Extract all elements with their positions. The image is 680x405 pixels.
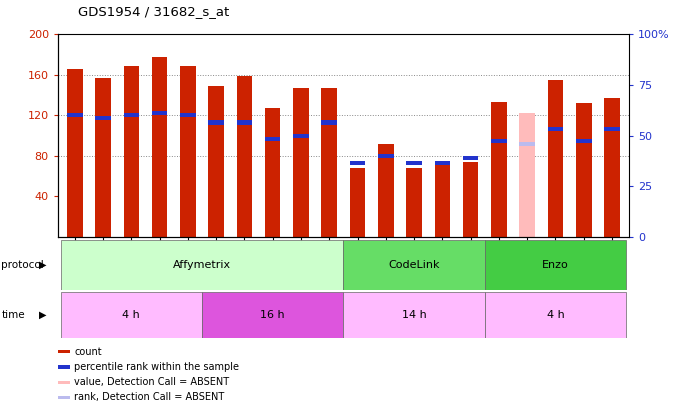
Bar <box>202 292 343 338</box>
Text: protocol: protocol <box>1 260 44 270</box>
Bar <box>520 113 535 237</box>
Bar <box>265 137 280 141</box>
Bar <box>180 113 196 117</box>
Text: 14 h: 14 h <box>402 310 426 320</box>
Text: GDS1954 / 31682_s_at: GDS1954 / 31682_s_at <box>78 5 229 18</box>
Text: value, Detection Call = ABSENT: value, Detection Call = ABSENT <box>74 377 229 387</box>
Bar <box>463 162 479 237</box>
Bar <box>237 121 252 125</box>
Bar <box>605 126 619 130</box>
Text: rank, Detection Call = ABSENT: rank, Detection Call = ABSENT <box>74 392 224 403</box>
Bar <box>463 156 479 160</box>
Bar <box>605 98 619 237</box>
Bar <box>407 168 422 237</box>
Bar <box>343 292 485 338</box>
Bar <box>378 144 394 237</box>
Bar <box>350 161 365 165</box>
Bar <box>180 66 196 237</box>
Bar <box>435 161 450 165</box>
Bar <box>485 240 626 290</box>
Bar <box>95 78 111 237</box>
Bar <box>124 66 139 237</box>
Text: Affymetrix: Affymetrix <box>173 260 231 270</box>
Bar <box>350 168 365 237</box>
Text: percentile rank within the sample: percentile rank within the sample <box>74 362 239 372</box>
Bar <box>61 240 343 290</box>
Bar <box>67 113 82 117</box>
Bar <box>407 161 422 165</box>
Text: count: count <box>74 347 102 357</box>
Bar <box>208 86 224 237</box>
Bar <box>322 88 337 237</box>
Bar <box>547 80 563 237</box>
Bar <box>576 139 592 143</box>
Text: CodeLink: CodeLink <box>388 260 440 270</box>
Bar <box>95 117 111 121</box>
Bar <box>491 102 507 237</box>
Text: 4 h: 4 h <box>547 310 564 320</box>
Bar <box>343 240 485 290</box>
Bar <box>124 113 139 117</box>
Bar <box>237 76 252 237</box>
Bar <box>378 154 394 158</box>
Bar <box>61 292 202 338</box>
Bar <box>520 142 535 146</box>
Text: 16 h: 16 h <box>260 310 285 320</box>
Bar <box>152 57 167 237</box>
Bar <box>293 88 309 237</box>
Bar <box>152 111 167 115</box>
Bar <box>547 126 563 130</box>
Text: 4 h: 4 h <box>122 310 140 320</box>
Bar <box>293 134 309 138</box>
Bar <box>67 69 82 237</box>
Bar <box>322 121 337 125</box>
Bar <box>435 162 450 237</box>
Bar <box>485 292 626 338</box>
Text: Enzo: Enzo <box>542 260 569 270</box>
Bar <box>265 108 280 237</box>
Text: ▶: ▶ <box>39 310 46 320</box>
Text: ▶: ▶ <box>39 260 46 270</box>
Text: time: time <box>1 310 25 320</box>
Bar <box>491 139 507 143</box>
Bar <box>576 103 592 237</box>
Bar <box>208 121 224 125</box>
